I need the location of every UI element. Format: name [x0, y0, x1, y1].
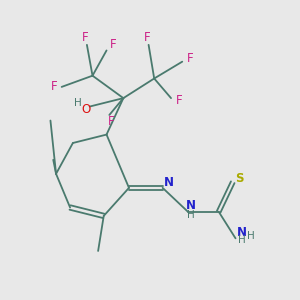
Text: H: H [247, 230, 255, 241]
Text: H: H [238, 235, 246, 245]
Text: F: F [187, 52, 194, 65]
Text: F: F [110, 38, 116, 51]
Text: F: F [82, 31, 89, 44]
Text: O: O [81, 103, 90, 116]
Text: N: N [237, 226, 247, 239]
Text: N: N [164, 176, 174, 189]
Text: F: F [144, 31, 151, 44]
Text: N: N [186, 199, 196, 212]
Text: F: F [50, 80, 57, 93]
Text: F: F [176, 94, 182, 107]
Text: H: H [74, 98, 82, 108]
Text: H: H [187, 210, 194, 220]
Text: S: S [235, 172, 243, 184]
Text: F: F [107, 116, 114, 128]
